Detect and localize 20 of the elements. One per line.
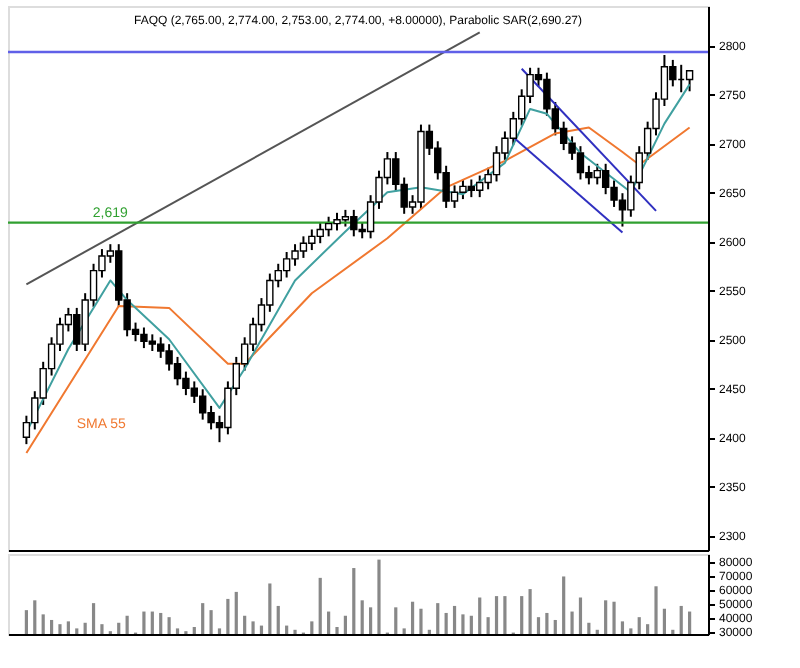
candlestick (601, 162, 610, 196)
candlestick (165, 343, 173, 372)
line-series (25, 126, 691, 454)
candlestick (593, 162, 601, 186)
candlestick (308, 228, 316, 252)
candlestick (350, 208, 358, 238)
candlestick (685, 69, 694, 93)
candlestick (576, 145, 585, 181)
candlestick (140, 326, 148, 350)
candlestick (476, 174, 484, 199)
candlestick (299, 235, 308, 259)
candlestick (324, 215, 333, 238)
candlestick (198, 388, 207, 421)
candlestick (492, 145, 501, 183)
candlestick (73, 306, 81, 353)
candlestick (282, 251, 291, 279)
candlestick (173, 355, 182, 387)
candlestick (459, 178, 467, 201)
candlestick (157, 336, 165, 359)
candlestick (316, 221, 324, 245)
